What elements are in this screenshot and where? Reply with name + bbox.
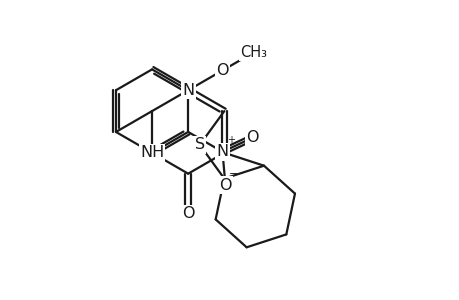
Text: N: N	[182, 83, 194, 98]
Text: O: O	[182, 206, 194, 221]
Text: S: S	[194, 137, 204, 152]
Text: O: O	[218, 178, 231, 193]
Text: +: +	[226, 136, 235, 146]
Text: −: −	[229, 169, 238, 179]
Text: O: O	[216, 63, 228, 78]
Text: NH: NH	[140, 145, 164, 160]
Text: CH₃: CH₃	[239, 45, 266, 60]
Text: N: N	[216, 144, 228, 159]
Text: O: O	[246, 130, 258, 145]
